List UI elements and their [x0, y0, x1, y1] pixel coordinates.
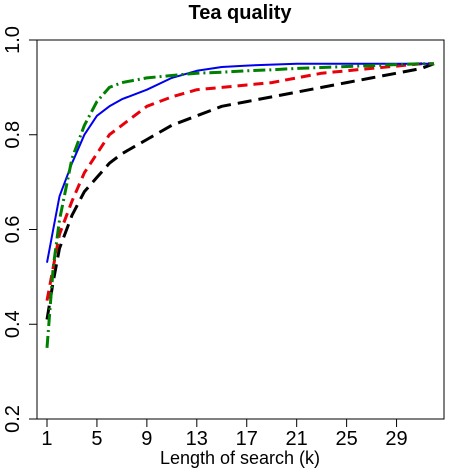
x-axis: 1 5 9 13 17 21 25 29: [41, 418, 408, 450]
series-line-3: [46, 62, 434, 263]
x-tick-label: 1: [41, 428, 52, 450]
x-tick-label: 21: [286, 428, 308, 450]
x-tick-label: 13: [186, 428, 208, 450]
series-line-4: [45, 62, 434, 349]
x-axis-label: Length of search (k): [160, 448, 320, 468]
x-tick-label: 5: [91, 428, 102, 450]
y-axis: 0.2 0.4 0.6 0.8 1.0: [2, 26, 38, 433]
y-tick-label: 0.2: [2, 405, 24, 433]
plot-frame: [36, 39, 445, 420]
x-tick-label: 17: [236, 428, 258, 450]
chart-title: Tea quality: [189, 2, 293, 24]
y-tick-label: 0.6: [2, 216, 24, 244]
y-tick-label: 0.8: [2, 121, 24, 149]
x-tick-label: 9: [141, 428, 152, 450]
x-tick-label: 29: [385, 428, 407, 450]
y-tick-label: 0.4: [2, 310, 24, 338]
y-tick-label: 1.0: [2, 26, 24, 54]
series-layer: [45, 62, 435, 349]
x-tick-label: 25: [335, 428, 357, 450]
series-line-2: [45, 62, 434, 301]
series-line-1: [45, 62, 435, 320]
